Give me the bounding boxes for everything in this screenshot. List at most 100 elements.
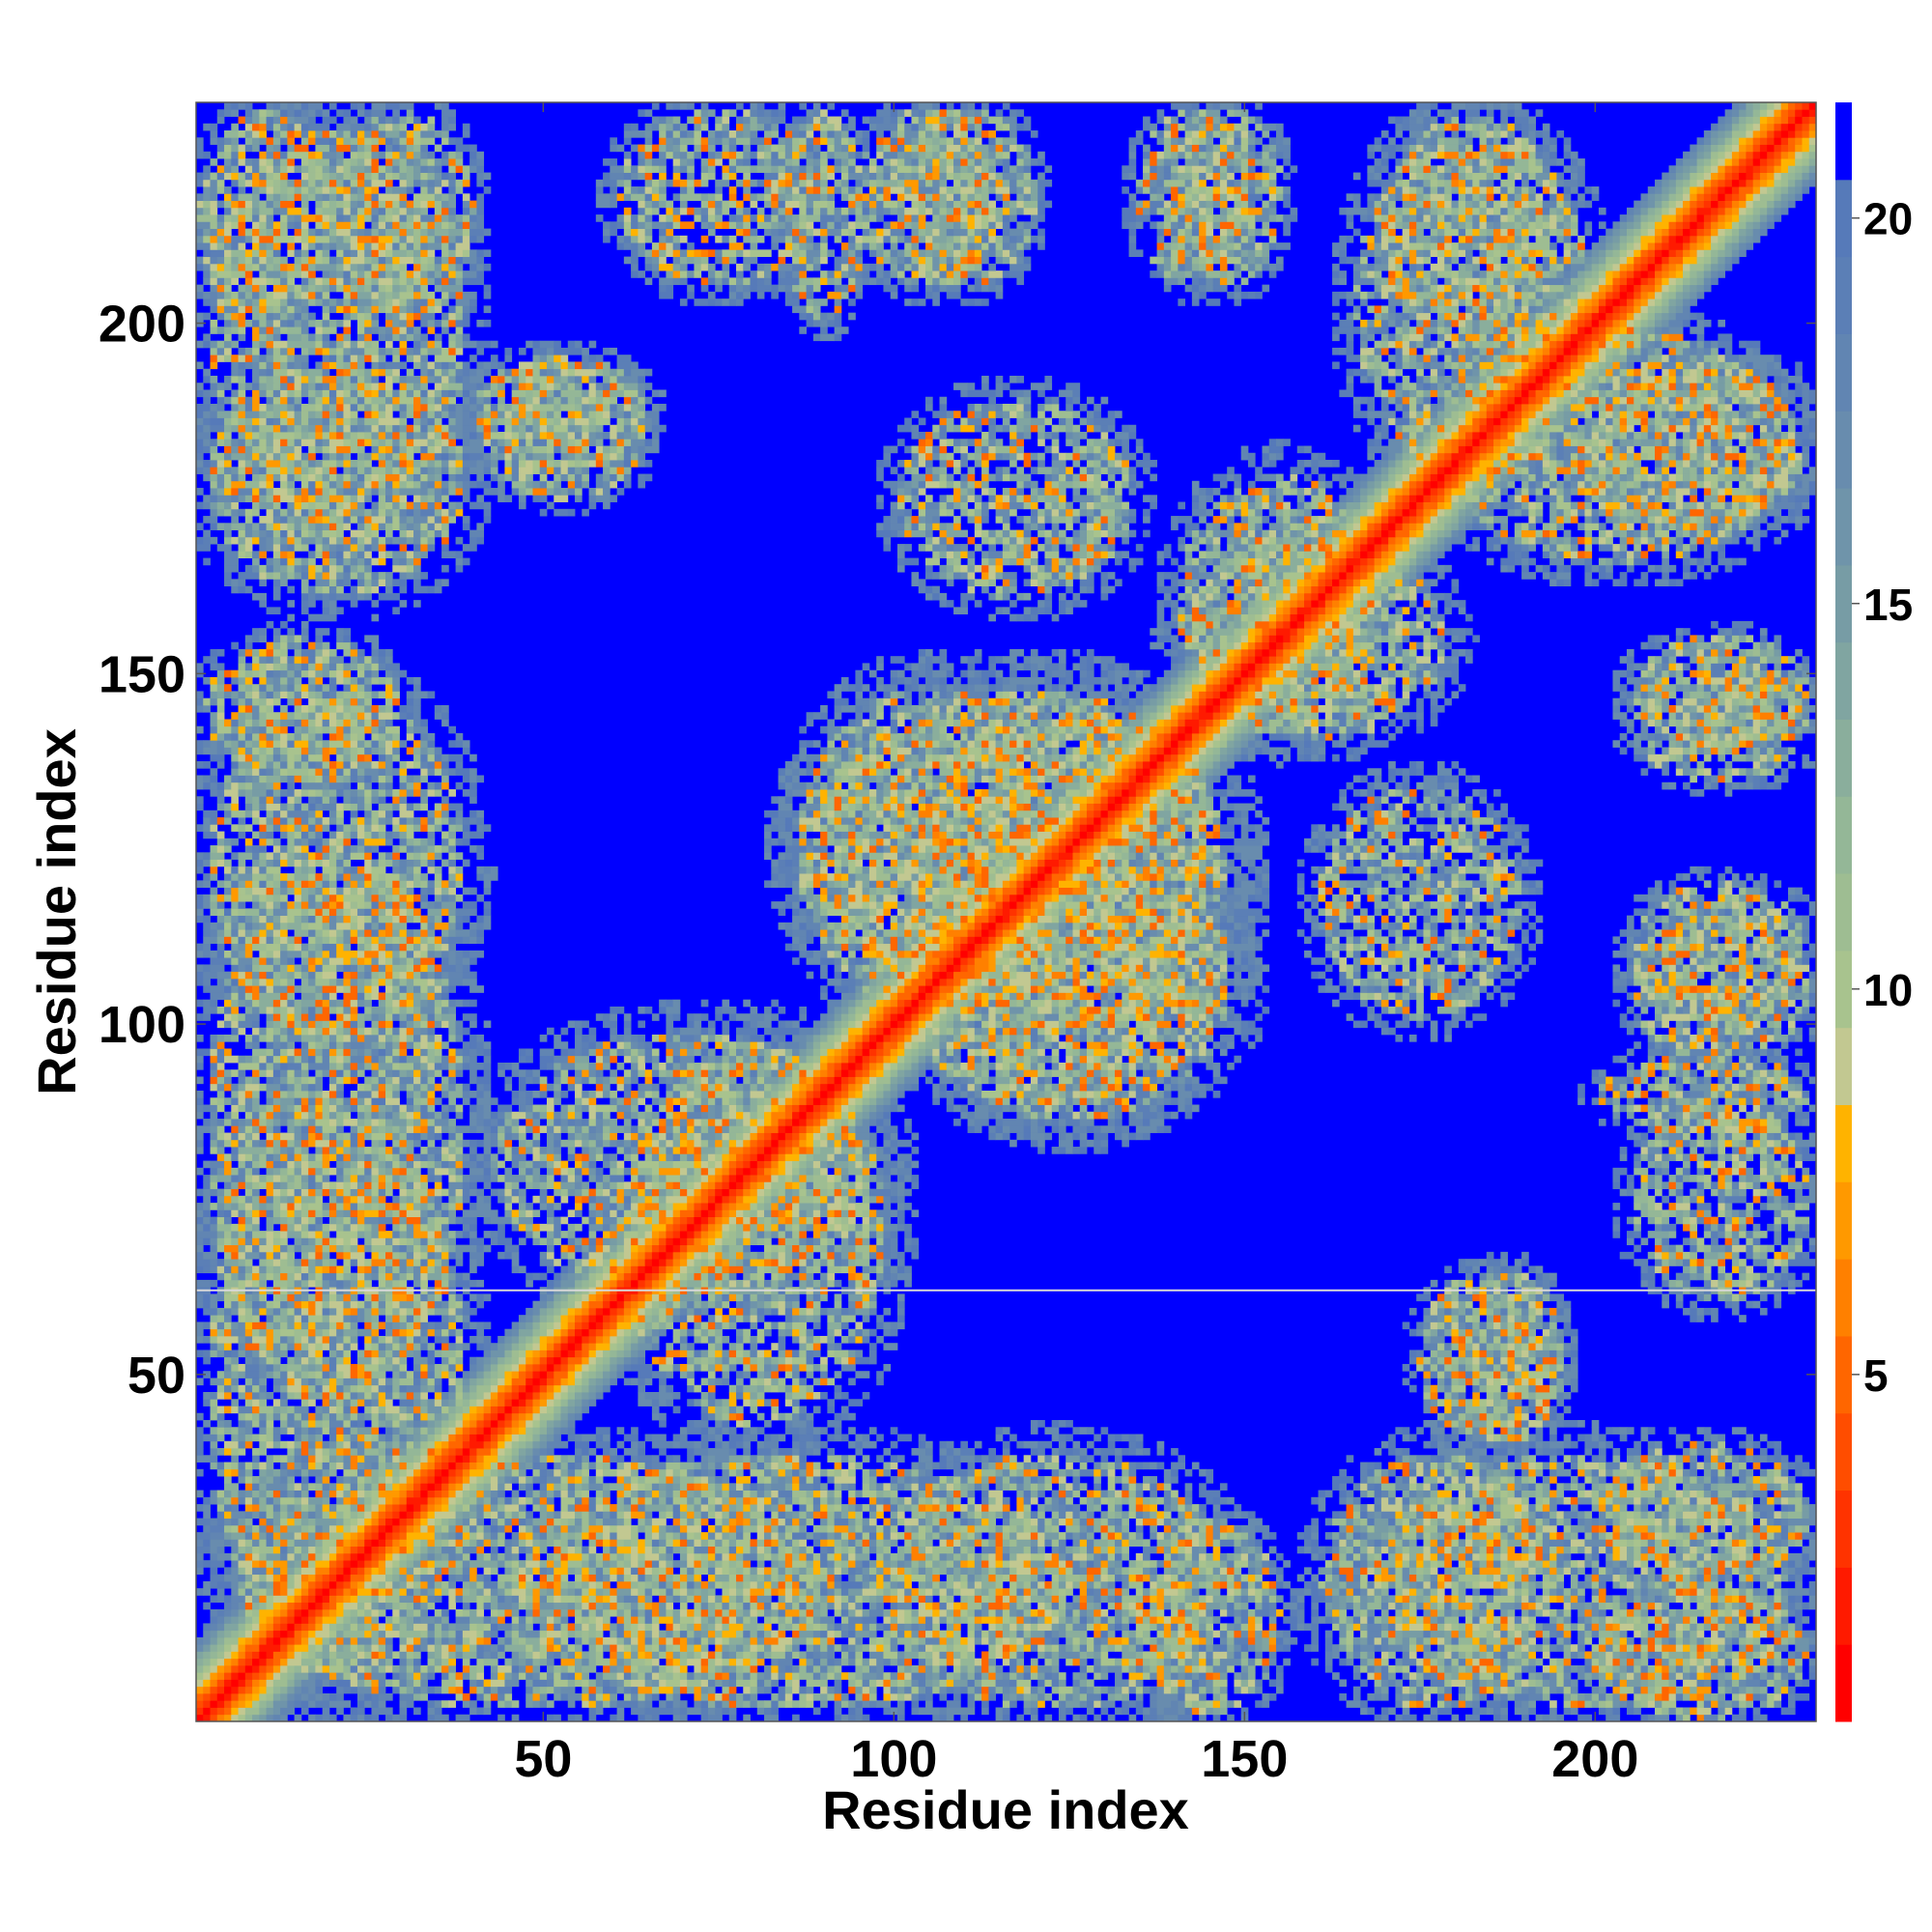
heatmap-cell [1486,1644,1494,1652]
heatmap-cell [434,1574,442,1582]
heatmap-cell [420,1686,428,1694]
heatmap-cell [1212,1595,1228,1604]
heatmap-cell [1247,1644,1256,1652]
heatmap-cell [855,1602,864,1610]
heatmap-cell [308,1546,316,1554]
heatmap-cell [1150,1608,1157,1617]
heatmap-cell [1122,1692,1129,1701]
heatmap-cell [918,1588,926,1596]
heatmap-cell [1570,1692,1578,1701]
heatmap-cell [995,1552,1004,1561]
heatmap-cell [1626,1552,1634,1561]
heatmap-cell [1115,1532,1122,1540]
heatmap-cell [224,1636,239,1645]
heatmap-cell [1143,1539,1151,1548]
heatmap-cell [659,1560,667,1568]
heatmap-cell [1324,1651,1333,1660]
heatmap-cell [1598,1602,1606,1610]
heatmap-cell [1009,1686,1017,1694]
heatmap-cell [1549,1560,1557,1568]
heatmap-cell [672,1580,681,1589]
heatmap-cell [539,1636,548,1645]
heatmap-cell [1746,1595,1754,1604]
heatmap-cell [1346,1580,1361,1589]
heatmap-cell [1767,1608,1775,1617]
heatmap-cell [1072,1616,1081,1624]
heatmap-cell [1514,1532,1522,1540]
heatmap-cell [862,1672,877,1680]
heatmap-cell [1493,1595,1516,1604]
heatmap-cell [1311,1630,1319,1638]
heatmap-cell [1808,1636,1817,1645]
heatmap-cell [1767,1539,1782,1548]
heatmap-cell [1458,1644,1473,1652]
heatmap-cell [960,1636,968,1645]
heatmap-cell [638,1595,646,1604]
heatmap-cell [1556,1679,1565,1688]
heatmap-cell [1556,1532,1565,1540]
heatmap-cell [1752,1644,1761,1652]
heatmap-cell [1339,1539,1347,1548]
heatmap-cell [1759,1539,1768,1548]
heatmap-cell [1135,1588,1144,1596]
heatmap-cell [1051,1658,1060,1666]
heatmap-cell [974,1616,982,1624]
heatmap-cell [1718,1588,1726,1596]
heatmap-cell [1094,1595,1101,1604]
heatmap-cell [1759,1616,1768,1624]
heatmap-cell [1655,1602,1662,1610]
heatmap-cell [918,1580,926,1589]
heatmap-cell [953,1567,961,1576]
heatmap-cell [1023,1608,1032,1617]
heatmap-cell [364,1651,372,1660]
heatmap-cell [1156,1546,1165,1554]
heatmap-cell [1324,1588,1333,1596]
heatmap-cell [1255,1686,1263,1694]
heatmap-cell [1276,1574,1284,1582]
heatmap-cell [904,1664,912,1673]
heatmap-cell [672,1574,681,1582]
heatmap-cell [1430,1679,1445,1688]
heatmap-cell [1430,1664,1438,1673]
heatmap-cell [911,1664,920,1673]
heatmap-cell [1030,1567,1038,1576]
heatmap-cell [1436,1574,1445,1582]
heatmap-cell [1521,1567,1529,1576]
heatmap-cell [1360,1623,1368,1632]
heatmap-cell [1009,1700,1017,1708]
heatmap-cell [883,1679,892,1688]
heatmap-cell [462,1651,477,1660]
heatmap-cell [876,1574,884,1582]
heatmap-cell [203,1602,211,1610]
heatmap-cell [1346,1630,1354,1638]
heatmap-cell [1212,1714,1221,1722]
heatmap-cell [771,1574,779,1582]
heatmap-cell [911,1567,920,1576]
heatmap-cell [1718,1692,1726,1701]
heatmap-cell [476,1672,485,1680]
heatmap-cell [932,1616,940,1624]
heatmap-cell [399,1700,408,1708]
heatmap-cell [1619,1636,1628,1645]
heatmap-cell [1044,1644,1053,1652]
heatmap-cell [631,1539,639,1548]
heatmap-cell [1079,1700,1088,1708]
heatmap-cell [1247,1686,1256,1694]
heatmap-cell [567,1560,582,1568]
heatmap-cell [1094,1574,1101,1582]
heatmap-cell [1227,1574,1235,1582]
heatmap-cell [840,1608,849,1617]
heatmap-cell [728,1644,737,1652]
heatmap-cell [995,1567,1004,1576]
heatmap-cell [1156,1636,1165,1645]
heatmap-cell [1255,1588,1263,1596]
heatmap-cell [883,1539,892,1548]
heatmap-cell [1521,1623,1529,1632]
heatmap-cell [238,1580,246,1589]
heatmap-cell [1100,1608,1109,1617]
heatmap-cell [1380,1608,1389,1617]
heatmap-cell [1696,1664,1705,1673]
heatmap-cell [672,1588,681,1596]
heatmap-cell [385,1552,393,1561]
heatmap-cell [560,1658,576,1666]
